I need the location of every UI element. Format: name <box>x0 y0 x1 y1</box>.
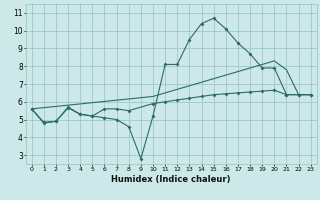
X-axis label: Humidex (Indice chaleur): Humidex (Indice chaleur) <box>111 175 231 184</box>
